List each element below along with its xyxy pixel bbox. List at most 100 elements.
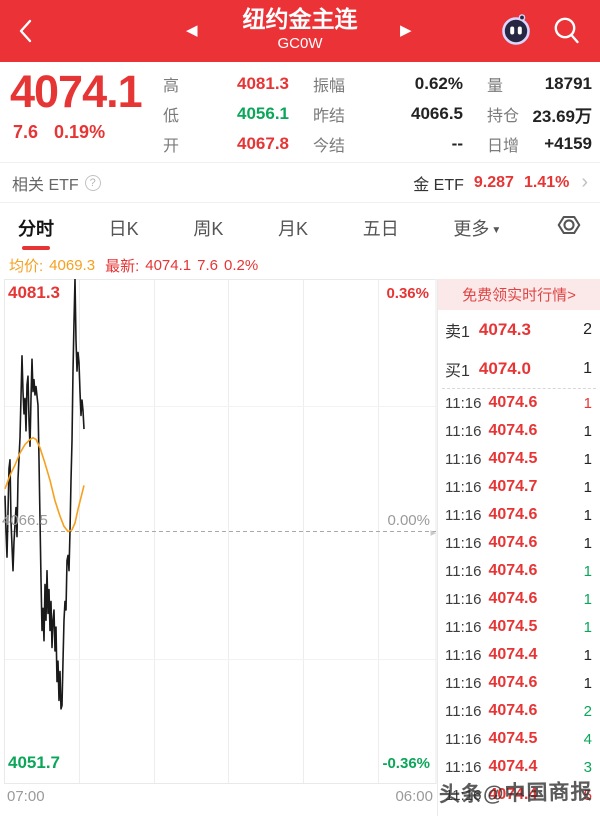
trade-price: 4074.6 — [488, 702, 538, 719]
trade-qty: 3 — [583, 758, 592, 776]
stat-label: 持仓 — [487, 108, 520, 125]
trade-price: 4074.4 — [488, 758, 538, 775]
stat-value: 0.62% — [414, 74, 463, 93]
orderbook-divider — [442, 388, 596, 389]
trade-price: 4074.6 — [488, 534, 538, 551]
trade-time: 11:16 — [445, 562, 482, 580]
trade-price: 4074.4 — [488, 786, 538, 803]
latest-change: 7.6 — [197, 257, 218, 274]
trade-time: 11:16 — [445, 590, 482, 608]
tab-月K[interactable]: 月K — [278, 218, 309, 239]
etf-quote-link[interactable]: 金 ETF 9.287 1.41% › — [413, 171, 588, 195]
main-area: 4081.3 0.36% 4066.5 0.00% 4051.7 -0.36% … — [0, 279, 600, 816]
prev-instrument-button[interactable]: ◀ — [186, 22, 198, 39]
trade-qty: 1 — [583, 646, 592, 664]
trade-qty: 5 — [583, 786, 592, 804]
trade-row: 11:16 4074.4 3 — [438, 753, 600, 781]
trade-qty: 1 — [583, 450, 592, 468]
trade-time: 11:16 — [445, 646, 482, 664]
stat-label: 昨结 — [313, 108, 346, 125]
trade-row: 11:16 4074.5 1 — [438, 445, 600, 473]
tab-周K[interactable]: 周K — [193, 218, 224, 239]
intraday-chart-svg — [4, 279, 437, 784]
trade-row: 11:16 4074.6 1 — [438, 585, 600, 613]
trade-price: 4074.4 — [488, 646, 538, 663]
chart-bottom-left-label: 4051.7 — [8, 753, 60, 772]
trade-row: 11:16 4074.6 2 — [438, 697, 600, 725]
related-etf-label: 相关 ETF — [12, 176, 79, 194]
ask-price: 4074.3 — [478, 319, 531, 339]
help-icon[interactable]: ? — [84, 174, 101, 191]
trade-qty: 4 — [583, 730, 592, 748]
latest-label: 最新: — [105, 258, 140, 275]
stat-label: 日增 — [487, 138, 520, 155]
quote-stats-grid: 高 4081.3 低 4056.1 开 4067.8 振幅 0.62% 昨结 4066.5 今结 --… — [163, 69, 592, 159]
stat-value: 18791 — [544, 74, 592, 93]
trade-row: 11:16 4074.6 1 — [438, 529, 600, 557]
trade-price: 4074.6 — [488, 562, 538, 579]
stat-高: 高 4081.3 — [163, 69, 289, 99]
next-instrument-button[interactable]: ▶ — [400, 22, 412, 39]
page-title: 纽约金主连 — [242, 6, 358, 32]
trade-row: 11:16 4074.6 1 — [438, 669, 600, 697]
settings-nut-icon — [557, 215, 581, 235]
trade-qty: 1 — [583, 590, 592, 608]
stat-label: 今结 — [313, 138, 346, 155]
stat-value: 23.69万 — [532, 106, 592, 126]
chevron-down-icon: ▼ — [491, 224, 502, 236]
assistant-button[interactable] — [500, 13, 534, 52]
stat-value: 4056.1 — [237, 104, 289, 123]
stat-开: 开 4067.8 — [163, 129, 289, 159]
trade-qty: 1 — [583, 422, 592, 440]
ask-row: 卖1 4074.3 2 — [438, 310, 600, 349]
panel-collapse-handle[interactable]: ▸ — [430, 527, 436, 539]
trade-row: 11:16 4074.6 1 — [438, 557, 600, 585]
trade-price: 4074.7 — [488, 478, 538, 495]
trade-time: 11:16 — [445, 702, 482, 720]
realtime-quote-promo-link[interactable]: 免费领实时行情> — [438, 279, 600, 310]
stat-昨结: 昨结 4066.5 — [313, 99, 463, 129]
latest-percent: 0.2% — [223, 257, 259, 274]
bid-price: 4074.0 — [478, 358, 531, 378]
trade-time: 11:16 — [445, 394, 482, 412]
price-change-row: 7.6 0.19% — [13, 122, 121, 143]
intraday-chart[interactable]: 4081.3 0.36% 4066.5 0.00% 4051.7 -0.36% … — [0, 279, 437, 816]
search-icon — [554, 17, 579, 44]
instrument-code: GC0W — [277, 34, 323, 52]
stat-量: 量 18791 — [487, 69, 592, 99]
avg-price-value: 4069.3 — [49, 257, 96, 274]
trade-qty: 1 — [583, 534, 592, 552]
avg-price-label: 均价: — [9, 258, 44, 275]
trade-time: 11:16 — [445, 758, 482, 776]
trade-time: 11:16 — [445, 422, 482, 440]
back-button[interactable] — [10, 13, 44, 49]
ask-label: 卖1 — [445, 323, 470, 341]
trade-row: 11:16 4074.6 1 — [438, 417, 600, 445]
stat-value: -- — [451, 134, 463, 153]
trade-qty: 1 — [583, 394, 592, 412]
trade-row: 11:16 4074.5 4 — [438, 725, 600, 753]
etf-price: 9.287 — [473, 173, 514, 191]
tab-更多[interactable]: 更多 ▼ — [453, 218, 502, 239]
ticker-info-line: 均价: 4069.3 最新: 4074.1 7.6 0.2% — [0, 252, 600, 279]
trade-time: 11:16 — [445, 534, 482, 552]
trade-price: 4074.6 — [488, 394, 538, 411]
tab-五日[interactable]: 五日 — [362, 218, 399, 239]
chart-bottom-right-label: -0.36% — [382, 755, 430, 772]
tab-分时[interactable]: 分时 — [18, 215, 54, 241]
stat-label: 量 — [487, 78, 504, 95]
stat-振幅: 振幅 0.62% — [313, 69, 463, 99]
robot-icon — [502, 14, 530, 45]
stat-持仓: 持仓 23.69万 — [487, 99, 592, 129]
back-chevron-icon — [19, 19, 32, 43]
trade-row: 11:16 4074.4 5 — [438, 781, 600, 809]
trade-tick-list[interactable]: 11:16 4074.6 1 11:16 4074.6 1 11:16 4074.5 1 11:1… — [438, 389, 600, 816]
app-header: ◀ 纽约金主连 GC0W ▶ — [0, 0, 600, 62]
trade-price: 4074.6 — [488, 506, 538, 523]
time-axis-end: 06:00 — [395, 788, 433, 805]
tab-日K[interactable]: 日K — [108, 218, 139, 239]
search-button[interactable] — [552, 15, 582, 52]
chart-settings-button[interactable] — [556, 212, 582, 243]
stat-label: 振幅 — [313, 78, 346, 95]
stat-label: 开 — [163, 138, 180, 155]
